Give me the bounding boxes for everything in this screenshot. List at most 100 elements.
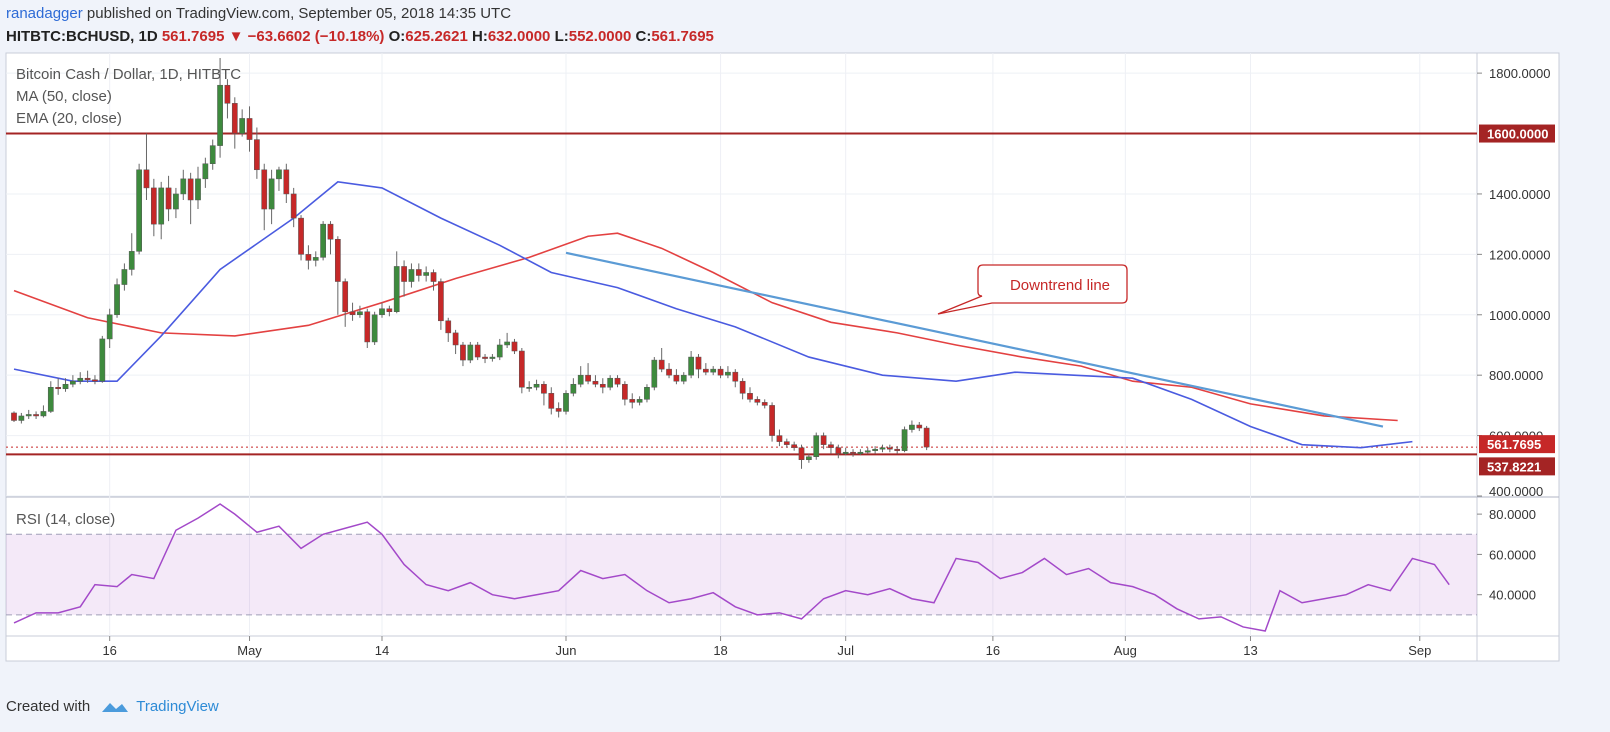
candle xyxy=(55,378,62,395)
high-value: 632.0000 xyxy=(487,28,551,45)
candle xyxy=(533,379,540,391)
candle xyxy=(835,444,842,459)
candle xyxy=(783,438,790,448)
candle xyxy=(357,305,363,318)
candle xyxy=(445,317,452,342)
candle-body xyxy=(842,451,849,454)
candle-body xyxy=(622,383,628,400)
candle xyxy=(467,341,474,364)
candle-body xyxy=(298,217,304,255)
candle-body xyxy=(209,145,216,164)
candle-body xyxy=(739,380,746,394)
candle-body xyxy=(467,344,474,361)
candle-body xyxy=(769,405,775,436)
candle-body xyxy=(747,393,753,400)
rsi-tick-label: 80.0000 xyxy=(1489,507,1536,522)
time-tick-label: Aug xyxy=(1114,643,1137,658)
candle xyxy=(717,366,724,379)
candle-body xyxy=(776,435,783,442)
candle-body xyxy=(379,308,385,316)
candle xyxy=(629,393,636,409)
candle xyxy=(224,79,231,119)
candle-body xyxy=(305,254,312,261)
candle-body xyxy=(445,320,452,334)
candle-body xyxy=(894,448,901,451)
candle xyxy=(334,236,341,315)
candle xyxy=(11,411,17,422)
legend-ema: EMA (20, close) xyxy=(16,110,122,127)
candle-body xyxy=(364,311,371,343)
candle-body xyxy=(629,399,636,403)
candle-body xyxy=(886,447,893,450)
candle-body xyxy=(754,399,761,403)
time-tick-label: 14 xyxy=(375,643,389,658)
candle xyxy=(806,453,812,463)
candle-body xyxy=(18,415,25,421)
rsi-series xyxy=(13,503,1450,632)
candle-body xyxy=(349,311,356,316)
candle xyxy=(121,263,128,291)
candle xyxy=(393,251,400,314)
candle xyxy=(180,169,187,200)
rsi-tick-label: 40.0000 xyxy=(1489,588,1536,603)
candle xyxy=(209,139,216,170)
candle xyxy=(761,399,768,409)
candle xyxy=(666,363,672,379)
candle xyxy=(673,369,680,385)
candle xyxy=(739,378,746,400)
candle-body xyxy=(202,163,209,180)
candle-body xyxy=(114,284,120,316)
candle-body xyxy=(614,377,621,385)
candle-body xyxy=(143,169,150,189)
candle-body xyxy=(548,393,555,409)
price-tick-label: 1400.0000 xyxy=(1489,187,1550,202)
candle-body xyxy=(408,269,415,282)
candle-body xyxy=(533,383,540,388)
candle xyxy=(577,366,584,388)
candle xyxy=(916,421,923,432)
time-tick-label: 18 xyxy=(713,643,727,658)
candle-body xyxy=(180,178,187,195)
candle-body xyxy=(165,187,172,210)
candle-body xyxy=(474,344,481,358)
candle xyxy=(710,366,717,376)
close-label: C: xyxy=(635,28,652,45)
candle xyxy=(327,221,334,255)
candle xyxy=(511,338,518,355)
author-link[interactable]: ranadagger xyxy=(6,5,83,22)
tradingview-logo-icon xyxy=(102,702,129,712)
tradingview-link[interactable]: TradingView xyxy=(136,698,219,715)
candle-body xyxy=(106,314,113,340)
candle-body xyxy=(909,424,915,430)
candle-body xyxy=(828,444,834,448)
ma50-series xyxy=(13,232,1398,422)
candle xyxy=(599,378,606,394)
candle-body xyxy=(879,447,886,450)
candle-body xyxy=(717,368,724,376)
candle-body xyxy=(725,371,731,376)
candle-body xyxy=(702,368,709,373)
candle-body xyxy=(217,84,223,146)
candle-body xyxy=(857,451,864,454)
time-tick-label: Sep xyxy=(1408,643,1431,658)
candle xyxy=(136,163,142,255)
candle-body xyxy=(40,411,47,417)
candle xyxy=(570,378,577,397)
open-value: 625.2621 xyxy=(405,28,468,45)
symbol-line: HITBTC:BCHUSD, 1D 561.7695 ▼ −63.6602 (−… xyxy=(6,28,714,45)
candle-body xyxy=(371,314,378,343)
candle xyxy=(438,278,444,330)
candle xyxy=(99,335,106,383)
candle xyxy=(695,354,702,379)
symbol-label: HITBTC:BCHUSD, 1D xyxy=(6,28,158,45)
candle xyxy=(47,381,54,413)
candle xyxy=(114,278,120,318)
candle-body xyxy=(482,356,488,359)
candle-body xyxy=(276,169,282,180)
grid-lines xyxy=(6,53,1477,636)
candle-body xyxy=(806,456,812,461)
candle-body xyxy=(518,350,525,388)
rsi-band xyxy=(6,534,1477,615)
candle xyxy=(290,187,297,228)
